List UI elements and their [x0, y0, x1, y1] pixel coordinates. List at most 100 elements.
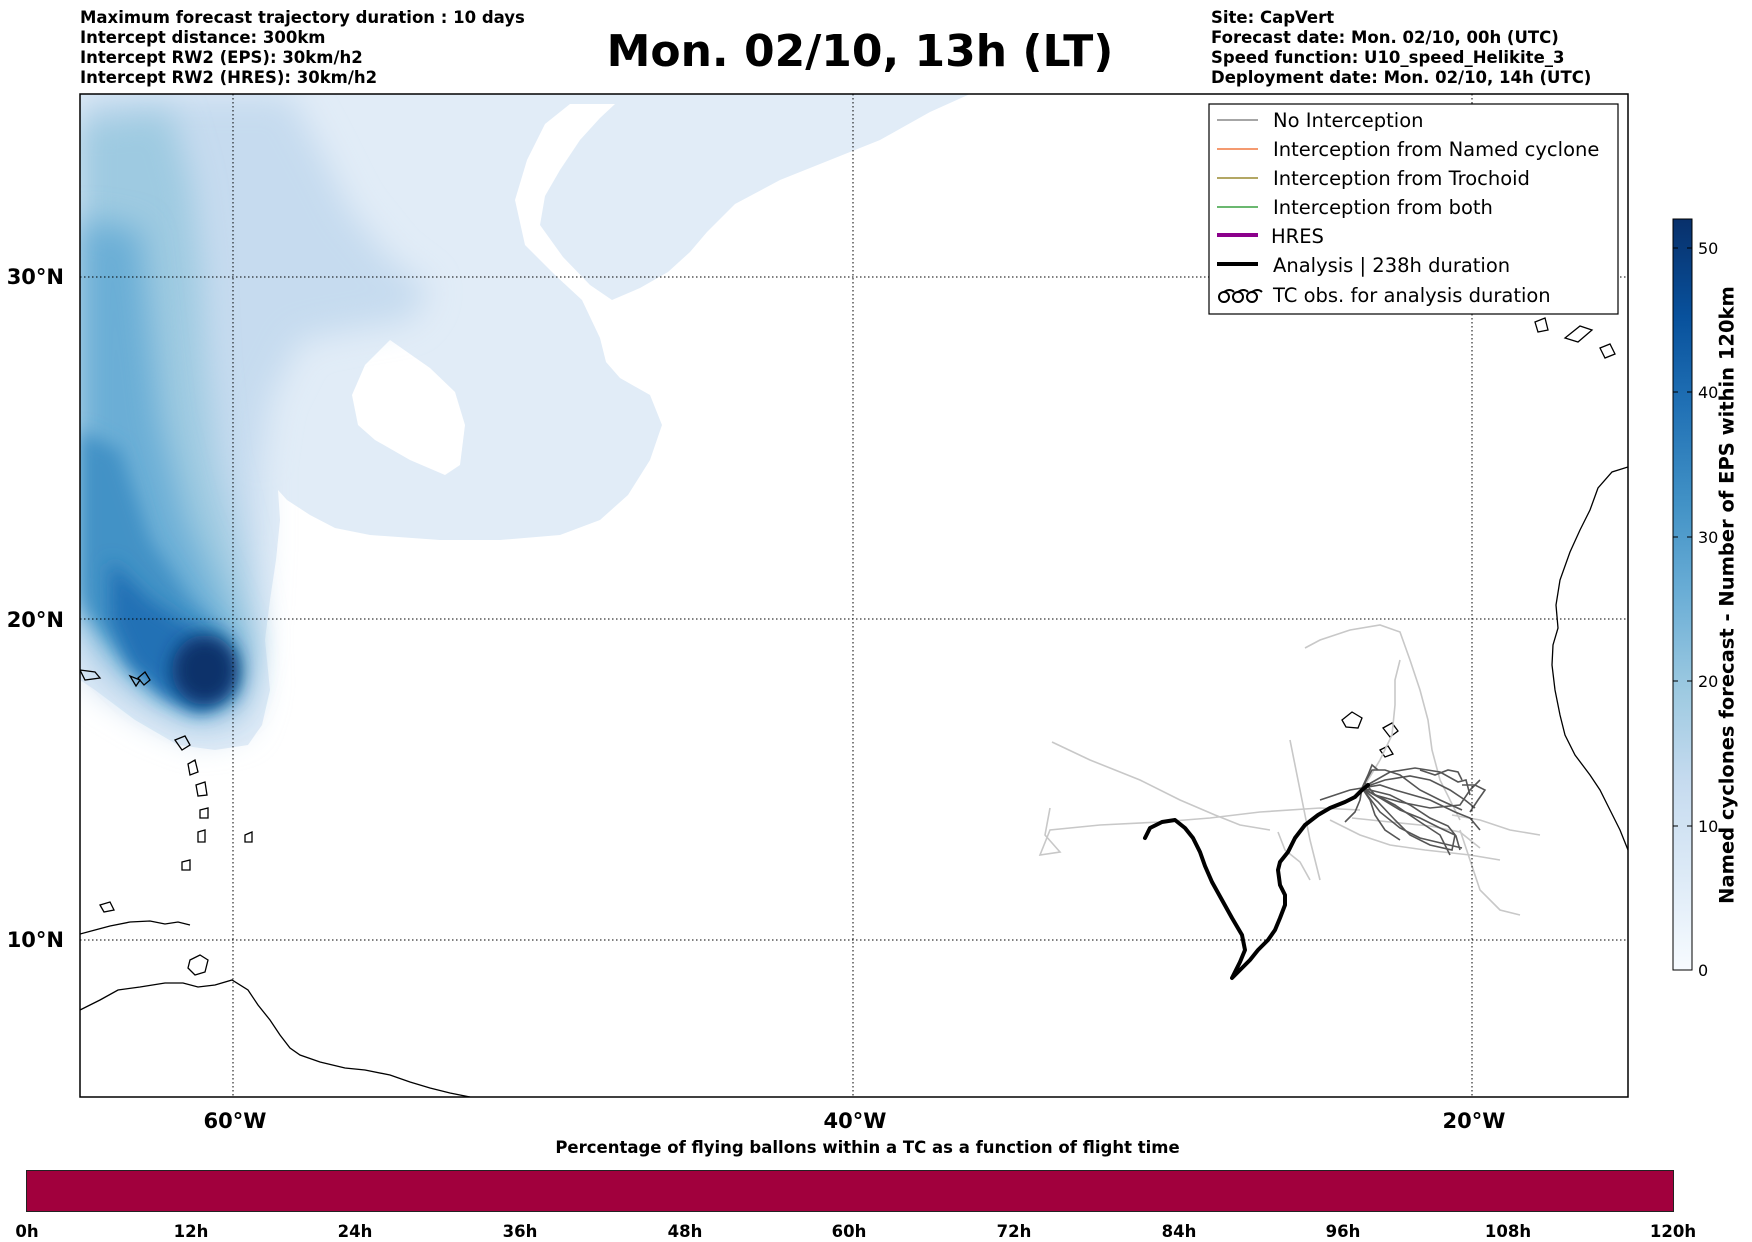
percentage-bar: [26, 1170, 1674, 1212]
intercept-distance-text: Intercept distance: 300km: [80, 28, 326, 47]
legend-label-tc-obs: TC obs. for analysis duration: [1272, 284, 1551, 307]
bar-tick-0h: 0h: [15, 1222, 39, 1241]
ensemble-track-light: [1304, 624, 1461, 821]
virgin-islands: [128, 674, 141, 688]
ensemble-track-dark: [1361, 763, 1379, 789]
lesser-antilles-2: [173, 735, 191, 751]
colorbar-gradient: [1672, 218, 1693, 971]
ensemble-track-dark: [1419, 769, 1463, 781]
bar-tick-108h: 108h: [1484, 1222, 1532, 1241]
bar-tick-24h: 24h: [337, 1222, 373, 1241]
legend-label-no-interception: No Interception: [1273, 109, 1424, 132]
bar-tick-96h: 96h: [1325, 1222, 1361, 1241]
graticule: [80, 94, 1628, 1097]
ensemble-track-light: [1459, 829, 1521, 916]
forecast-parameters: Maximum forecast trajectory duration : 1…: [80, 8, 525, 88]
lat-label-10n: 10°N: [7, 928, 64, 952]
analysis-track: [1143, 783, 1370, 980]
cape-verde-island-2: [1382, 722, 1399, 738]
bar-tick-84h: 84h: [1161, 1222, 1197, 1241]
bar-tick-72h: 72h: [996, 1222, 1032, 1241]
forecast-date-text: Forecast date: Mon. 02/10, 00h (UTC): [1211, 28, 1559, 47]
lon-label-60w: 60°W: [204, 1109, 267, 1133]
canary-islands-2: [1563, 325, 1594, 343]
lat-label-30n: 30°N: [7, 265, 64, 289]
ensemble-track-light: [1351, 817, 1481, 849]
ensemble-track-dark: [1361, 787, 1401, 841]
percentage-bar-title: Percentage of flying ballons within a TC…: [555, 1138, 1180, 1157]
map-frame: [79, 93, 1629, 1098]
cape-verde-island-1: [1341, 711, 1363, 729]
ensemble-track-light: [1277, 831, 1311, 881]
ensemble-track-dark: [1344, 787, 1363, 823]
lesser-antilles-8: [244, 831, 253, 843]
lon-label-40w: 40°W: [824, 1109, 887, 1133]
canary-islands-3: [1599, 343, 1616, 359]
abc-islands: [99, 901, 115, 913]
legend-label-trochoid: Interception from Trochoid: [1273, 167, 1530, 190]
ensemble-track-light: [1051, 741, 1271, 831]
bar-tick-12h: 12h: [173, 1222, 209, 1241]
intercept-hres-text: Intercept RW2 (HRES): 30km/h2: [80, 68, 378, 87]
deployment-date-text: Deployment date: Mon. 02/10, 14h (UTC): [1211, 68, 1592, 87]
legend-label-named-cyclone: Interception from Named cyclone: [1273, 138, 1599, 161]
density-peak: [172, 635, 238, 705]
colorbar-tick-20: 20: [1698, 672, 1718, 691]
africa-coast: [1551, 466, 1628, 851]
colorbar-tick-40: 40: [1698, 383, 1718, 402]
colorbar-tick-0: 0: [1698, 961, 1708, 980]
ensemble-track-dark: [1361, 787, 1456, 851]
ensemble-track-dark: [1361, 787, 1451, 856]
legend-label-analysis: Analysis | 238h duration: [1273, 254, 1510, 277]
venezuela-coast-detail: [80, 920, 191, 935]
cyclone-symbol-icon: [1218, 289, 1263, 303]
ensemble-track-light: [1451, 814, 1541, 836]
ensemble-track-dark: [1361, 769, 1463, 811]
trinidad: [187, 954, 209, 976]
colorbar-label: Named cyclones forecast - Number of EPS …: [1715, 286, 1739, 904]
lat-label-20n: 20°N: [7, 608, 64, 632]
max-duration-text: Maximum forecast trajectory duration : 1…: [80, 8, 525, 27]
bar-tick-36h: 36h: [502, 1222, 538, 1241]
lesser-antilles-4: [195, 781, 208, 797]
coastlines: [80, 317, 1628, 1097]
cyclone-density-field: [80, 94, 970, 750]
ensemble-track-dark: [1361, 767, 1471, 796]
colorbar-tick-50: 50: [1698, 239, 1718, 258]
intercept-eps-text: Intercept RW2 (EPS): 30km/h2: [80, 48, 363, 67]
lesser-antilles-7: [181, 859, 191, 871]
bar-tick-60h: 60h: [831, 1222, 867, 1241]
ensemble-track-light: [1329, 819, 1501, 861]
ensemble-track-dark: [1361, 775, 1476, 809]
ensemble-trajectories: [1038, 624, 1541, 916]
legend-box: No Interception Interception from Named …: [1208, 103, 1619, 315]
lesser-antilles-3: [187, 759, 199, 776]
density-inner-gap: [352, 340, 465, 475]
canary-islands-1: [1534, 317, 1549, 333]
ensemble-track-dark: [1361, 787, 1461, 851]
legend-label-hres: HRES: [1271, 225, 1324, 248]
lesser-antilles-1: [137, 671, 151, 686]
ensemble-track-dark: [1361, 784, 1481, 831]
legend-label-both: Interception from both: [1273, 196, 1493, 219]
bar-tick-120h: 120h: [1649, 1222, 1697, 1241]
lesser-antilles-5: [199, 807, 209, 819]
ensemble-track-dark: [1361, 787, 1463, 849]
colorbar-tick-30: 30: [1698, 528, 1718, 547]
site-text: Site: CapVert: [1211, 8, 1335, 27]
lesser-antilles-6: [197, 829, 206, 843]
speed-function-text: Speed function: U10_speed_Helikite_3: [1211, 48, 1565, 67]
ensemble-track-light: [1038, 807, 1361, 856]
puerto-rico: [80, 669, 102, 681]
page-title: Mon. 02/10, 13h (LT): [606, 26, 1114, 77]
analysis-trajectory-line: [1143, 783, 1370, 980]
colorbar-tick-10: 10: [1698, 817, 1718, 836]
ensemble-track-dark: [1462, 784, 1487, 813]
density-colorbar: 0 10 20 30 40 50: [1672, 218, 1718, 980]
ensemble-track-light: [1289, 739, 1321, 881]
ensemble-track-dark: [1319, 787, 1363, 801]
south-america-coast: [80, 979, 471, 1097]
lon-label-20w: 20°W: [1443, 1109, 1506, 1133]
bar-tick-48h: 48h: [667, 1222, 703, 1241]
